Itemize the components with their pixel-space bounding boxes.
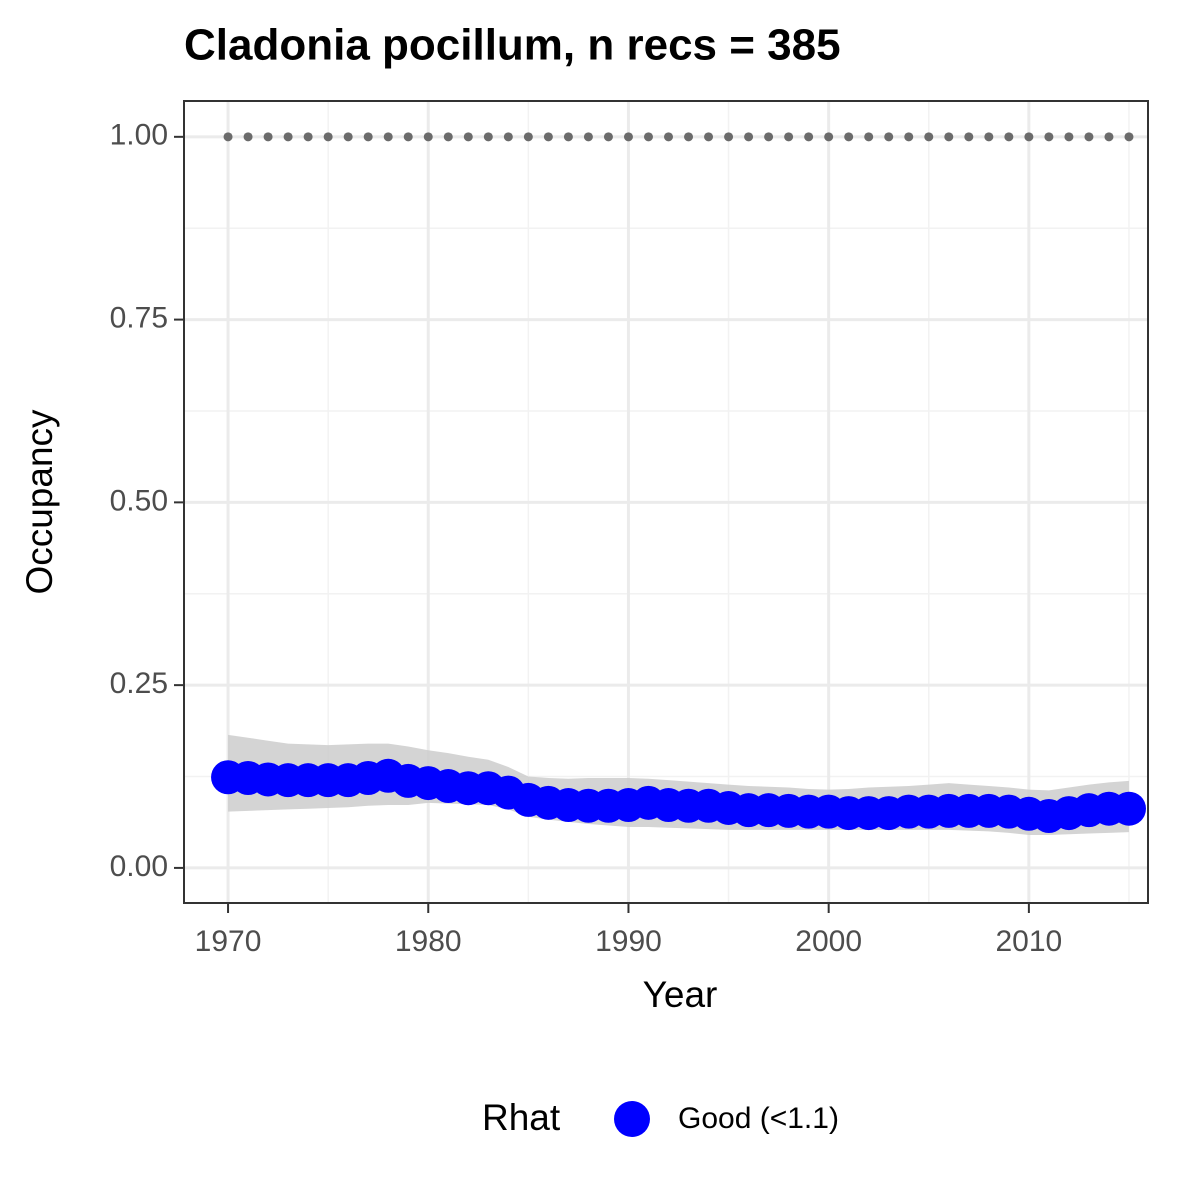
reference-dot: [1044, 132, 1054, 142]
reference-dot: [463, 132, 473, 142]
reference-dot: [864, 132, 874, 142]
reference-dot: [503, 132, 513, 142]
reference-dot: [824, 132, 834, 142]
reference-dot: [483, 132, 493, 142]
reference-dot: [383, 132, 393, 142]
x-tick-label: 2000: [795, 925, 862, 958]
reference-dot: [543, 132, 553, 142]
reference-dot: [583, 132, 593, 142]
reference-dot: [924, 132, 934, 142]
panel-border: [183, 100, 1149, 904]
reference-dot: [984, 132, 994, 142]
reference-dot: [1064, 132, 1074, 142]
reference-dot: [223, 132, 233, 142]
reference-dot: [623, 132, 633, 142]
reference-dot: [1004, 132, 1014, 142]
reference-dot: [643, 132, 653, 142]
reference-dot: [403, 132, 413, 142]
reference-dot: [1084, 132, 1094, 142]
reference-dot: [944, 132, 954, 142]
legend-marker: [614, 1101, 650, 1137]
reference-dot: [563, 132, 573, 142]
reference-dot: [263, 132, 273, 142]
reference-dot: [784, 132, 794, 142]
reference-dot: [243, 132, 253, 142]
y-axis-label: Occupancy: [19, 409, 60, 595]
reference-dot: [904, 132, 914, 142]
reference-dot: [443, 132, 453, 142]
reference-dot: [744, 132, 754, 142]
reference-dot: [363, 132, 373, 142]
x-axis-label: Year: [643, 974, 718, 1015]
reference-dot: [323, 132, 333, 142]
reference-dot: [684, 132, 694, 142]
reference-dot: [423, 132, 433, 142]
y-tick-label: 0.00: [110, 850, 168, 883]
reference-dot: [844, 132, 854, 142]
x-tick-label: 2010: [996, 925, 1063, 958]
reference-dot: [704, 132, 714, 142]
reference-dot: [804, 132, 814, 142]
reference-dot: [303, 132, 313, 142]
reference-dot: [724, 132, 734, 142]
reference-dot: [1104, 132, 1114, 142]
y-tick-label: 0.25: [110, 667, 168, 700]
legend-title: Rhat: [482, 1097, 561, 1138]
reference-dot: [603, 132, 613, 142]
reference-dot: [964, 132, 974, 142]
reference-dot: [1024, 132, 1034, 142]
reference-dot: [764, 132, 774, 142]
x-tick-label: 1990: [595, 925, 662, 958]
chart-title: Cladonia pocillum, n recs = 385: [184, 21, 841, 70]
y-tick-label: 1.00: [110, 119, 168, 152]
reference-dot: [664, 132, 674, 142]
x-tick-label: 1980: [395, 925, 462, 958]
reference-dot: [523, 132, 533, 142]
y-tick-label: 0.50: [110, 484, 168, 517]
reference-dot: [884, 132, 894, 142]
point: [1111, 791, 1146, 826]
reference-dot: [1124, 132, 1134, 142]
x-tick-label: 1970: [195, 925, 262, 958]
legend-label: Good (<1.1): [678, 1102, 839, 1135]
y-tick-label: 0.75: [110, 302, 168, 335]
reference-dot: [343, 132, 353, 142]
reference-dot: [283, 132, 293, 142]
